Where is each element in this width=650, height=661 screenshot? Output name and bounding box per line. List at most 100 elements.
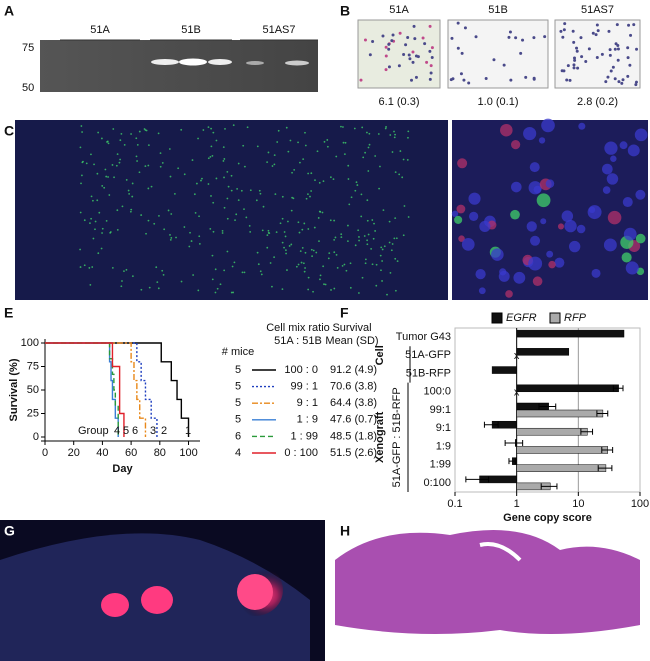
- cell: [467, 81, 471, 85]
- cell: [429, 71, 433, 75]
- cell: [363, 38, 367, 42]
- green-dot: [241, 271, 244, 274]
- panel-label: E: [4, 305, 13, 321]
- cell: [371, 39, 375, 43]
- cell: [414, 75, 418, 79]
- legend-swatch: [549, 312, 561, 324]
- category-label: 9:1: [436, 422, 451, 434]
- cell: [430, 46, 434, 50]
- cell: [606, 75, 610, 79]
- green-dot: [389, 134, 392, 136]
- green-dot: [242, 144, 245, 147]
- cell: [568, 78, 572, 82]
- green-dot: [230, 291, 233, 294]
- image-title: 51A: [389, 4, 409, 16]
- cell: [430, 56, 434, 60]
- green-dot: [246, 126, 249, 129]
- green-dot: [170, 213, 173, 215]
- nucleus: [603, 238, 617, 252]
- error-bar: [504, 439, 524, 446]
- cell: [627, 23, 631, 27]
- nucleus: [510, 209, 520, 220]
- green-dot: [381, 260, 384, 262]
- green-dot: [307, 288, 310, 291]
- green-dot: [90, 217, 93, 220]
- green-dot: [322, 265, 325, 268]
- green-dot: [324, 283, 327, 286]
- green-dot: [138, 130, 141, 133]
- cell: [425, 60, 429, 64]
- green-dot: [266, 161, 269, 164]
- nucleus: [469, 211, 479, 221]
- cell: [565, 78, 569, 82]
- green-dot: [223, 176, 225, 179]
- green-dot: [402, 158, 405, 161]
- cell: [626, 74, 630, 78]
- green-dot: [390, 249, 393, 252]
- blot: [40, 40, 318, 92]
- band: [208, 59, 232, 65]
- nucleus: [479, 220, 491, 232]
- nucleus: [635, 189, 646, 200]
- nucleus: [491, 248, 504, 261]
- green-dot: [273, 256, 276, 259]
- nucleus: [461, 238, 475, 251]
- error-bar: [612, 385, 624, 392]
- green-dot: [125, 179, 128, 181]
- green-dot: [291, 171, 293, 174]
- nucleus: [578, 122, 586, 130]
- green-dot: [314, 179, 316, 182]
- green-dot: [388, 220, 391, 223]
- cell: [390, 39, 394, 43]
- panel-label: B: [340, 3, 350, 19]
- green-dot: [305, 197, 308, 200]
- bar: [516, 348, 570, 356]
- green-dot: [85, 162, 88, 165]
- green-dot: [381, 280, 383, 282]
- legend-label: 1 : 9: [297, 414, 318, 426]
- green-dot: [367, 233, 370, 236]
- cell: [575, 49, 579, 53]
- green-dot: [189, 231, 191, 234]
- cell: [368, 53, 372, 57]
- cell: [411, 50, 415, 54]
- y-tick-label: 100: [21, 337, 39, 349]
- cell: [387, 42, 391, 46]
- green-dot: [289, 139, 292, 142]
- cell: [502, 63, 506, 67]
- cell: [616, 43, 620, 47]
- mice-count: 4: [235, 447, 241, 459]
- nucleus: [627, 144, 640, 157]
- green-dot: [380, 246, 383, 249]
- cell: [451, 77, 455, 81]
- green-dot: [101, 227, 104, 230]
- survival-mean: 48.5 (1.8): [330, 430, 377, 442]
- cell: [416, 55, 420, 59]
- green-dot: [358, 239, 360, 242]
- y-tick-label: 0: [33, 431, 39, 443]
- green-dot: [374, 230, 377, 232]
- category-label: 51A-GFP: [405, 349, 451, 361]
- green-dot: [300, 261, 303, 264]
- group-label: 4: [114, 425, 120, 437]
- x-tick-label: 60: [125, 447, 137, 459]
- green-dot: [299, 250, 302, 253]
- green-dot: [379, 165, 381, 168]
- tumor: [237, 574, 273, 610]
- green-dot: [183, 173, 186, 176]
- cell: [411, 60, 415, 64]
- green-dot: [342, 126, 344, 128]
- green-dot: [366, 243, 369, 246]
- green-dot: [243, 165, 246, 168]
- green-dot: [399, 150, 402, 152]
- green-dot: [328, 252, 331, 255]
- mice-count: 5: [235, 364, 241, 376]
- green-dot: [138, 171, 141, 174]
- error-bar: [597, 465, 613, 472]
- cell: [428, 24, 432, 28]
- micrograph: [447, 19, 549, 89]
- green-dot: [88, 267, 91, 269]
- green-dot: [304, 267, 306, 269]
- green-dot: [333, 219, 336, 222]
- green-dot: [243, 271, 246, 274]
